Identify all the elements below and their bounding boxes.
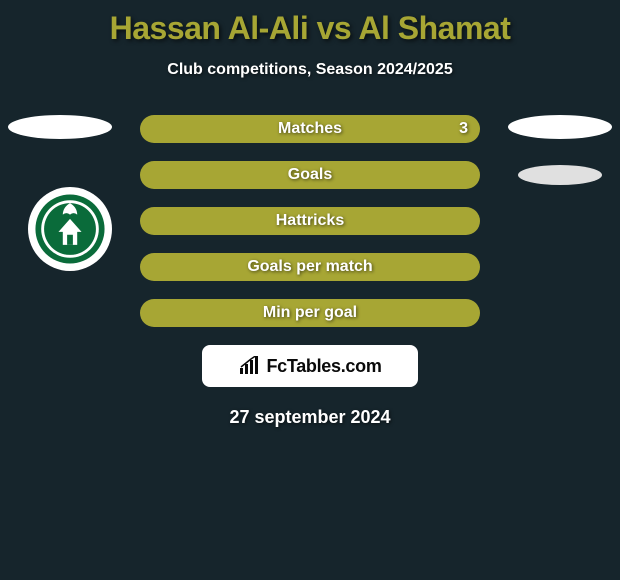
- date-text: 27 september 2024: [229, 407, 390, 427]
- subtitle-text: Club competitions, Season 2024/2025: [167, 61, 452, 78]
- snapshot-date: 27 september 2024: [0, 407, 620, 428]
- club-crest-left: [28, 187, 112, 271]
- stat-bar-label: Hattricks: [276, 212, 344, 230]
- stat-bars: Matches 3 Goals Hattricks Goals per matc…: [140, 115, 480, 327]
- stat-bar-goals-per-match: Goals per match: [140, 253, 480, 281]
- page-title: Hassan Al-Ali vs Al Shamat: [0, 0, 620, 47]
- player-right-avatar-placeholder: [508, 115, 612, 139]
- stat-bar-label: Goals per match: [247, 258, 372, 276]
- stat-bar-matches: Matches 3: [140, 115, 480, 143]
- stat-bar-label: Min per goal: [263, 304, 357, 322]
- subtitle: Club competitions, Season 2024/2025: [0, 61, 620, 79]
- player-left-avatar-placeholder: [8, 115, 112, 139]
- comparison-content: Matches 3 Goals Hattricks Goals per matc…: [0, 115, 620, 428]
- stat-bar-hattricks: Hattricks: [140, 207, 480, 235]
- site-badge: FcTables.com: [202, 345, 418, 387]
- stat-bar-label: Matches: [278, 120, 342, 138]
- stat-bar-min-per-goal: Min per goal: [140, 299, 480, 327]
- title-text: Hassan Al-Ali vs Al Shamat: [110, 10, 511, 46]
- site-badge-text: FcTables.com: [266, 356, 381, 377]
- stat-bar-value-right: 3: [459, 120, 468, 138]
- club-crest-icon: [34, 193, 106, 265]
- stat-bar-goals: Goals: [140, 161, 480, 189]
- stat-bar-label: Goals: [288, 166, 332, 184]
- player-right-avatar-placeholder-2: [518, 165, 602, 185]
- bar-chart-icon: [238, 356, 262, 376]
